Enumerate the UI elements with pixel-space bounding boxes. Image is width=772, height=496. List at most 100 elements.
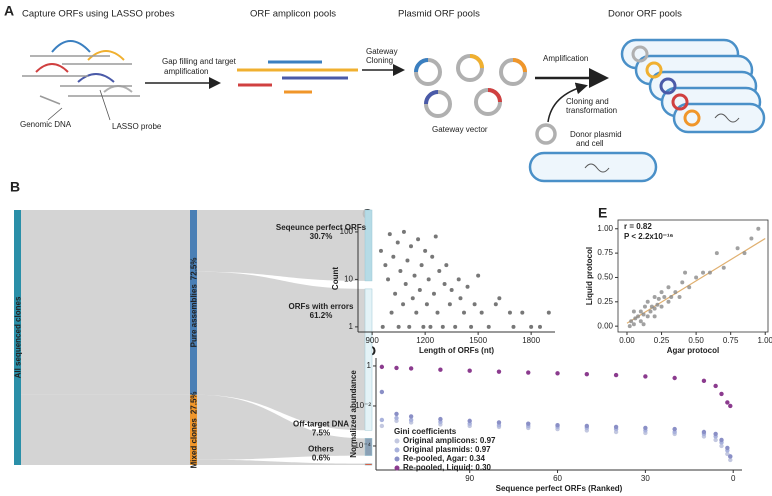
point: [476, 273, 481, 278]
point: [701, 429, 707, 435]
y-tick-label: 10⁻⁴: [354, 441, 371, 450]
y-tick-label: 0.25: [597, 297, 613, 306]
point: [721, 265, 726, 270]
point: [613, 424, 619, 430]
point: [379, 423, 385, 429]
point: [394, 415, 399, 421]
point: [389, 310, 394, 315]
point: [649, 304, 654, 309]
point: [537, 324, 542, 329]
point: [638, 309, 643, 314]
node-name: All sequenced clones: [14, 296, 23, 378]
point: [444, 263, 449, 268]
point: [416, 237, 421, 242]
point: [725, 400, 730, 405]
point: [407, 324, 412, 329]
point: [380, 324, 385, 329]
point: [669, 294, 674, 299]
point: [672, 375, 677, 381]
legend-swatch: [394, 456, 400, 462]
annotation: Donor plasmid: [570, 130, 622, 139]
point: [465, 284, 470, 289]
point: [584, 423, 590, 429]
point: [479, 310, 484, 315]
point: [662, 294, 667, 299]
legend-swatch: [394, 465, 400, 471]
arrow-label: amplification: [164, 67, 208, 76]
x-tick-label: 90: [465, 474, 474, 483]
point: [643, 374, 648, 379]
point: [401, 229, 406, 234]
point: [713, 437, 718, 443]
legend-swatch: [394, 447, 400, 453]
point: [655, 302, 660, 307]
point: [713, 431, 718, 437]
node-value: 0.6%: [312, 454, 330, 463]
point: [694, 275, 699, 280]
point: [719, 391, 724, 397]
point: [728, 454, 733, 459]
point: [526, 421, 531, 426]
point: [728, 403, 733, 409]
x-tick-label: 30: [641, 474, 650, 483]
point: [659, 304, 664, 309]
probes: [22, 40, 140, 121]
point: [442, 282, 447, 287]
point: [467, 418, 472, 424]
node: [364, 288, 373, 431]
point: [652, 294, 657, 299]
point: [398, 269, 403, 274]
x-tick-label: 0.00: [619, 336, 635, 345]
point: [438, 416, 443, 422]
cell-dna: [584, 163, 610, 173]
y-tick-label: 1: [367, 361, 372, 370]
x-tick-label: 1800: [522, 336, 540, 345]
point: [378, 248, 383, 253]
point: [641, 312, 646, 317]
point: [511, 324, 516, 329]
x-tick-label: 0.75: [723, 336, 739, 345]
point: [486, 324, 491, 329]
legend-label: Re-pooled, Liquid: 0.30: [403, 463, 492, 472]
point: [680, 280, 685, 285]
point: [666, 285, 671, 290]
point: [631, 322, 636, 327]
legend-label: Original amplicons: 0.97: [403, 436, 496, 445]
donor-plasmids: [631, 45, 740, 127]
point: [719, 443, 724, 449]
x-tick-label: 900: [365, 336, 379, 345]
y-axis-label: Liquid protocol: [585, 247, 594, 305]
point: [673, 290, 678, 295]
node-label: Others: [308, 445, 334, 454]
point: [437, 269, 442, 274]
arrow-label: Amplification: [543, 54, 588, 63]
point: [629, 319, 634, 324]
plot-frame: [617, 219, 769, 333]
point: [713, 383, 718, 389]
point: [645, 299, 650, 304]
point: [430, 254, 435, 259]
annotation: P < 2.2x10⁻¹⁶: [624, 232, 674, 241]
arrow-label: Cloning and: [566, 97, 609, 106]
node-label: All sequenced clones: [14, 296, 23, 378]
point: [672, 426, 677, 432]
point: [677, 294, 682, 299]
node-value: 72.5%: [190, 258, 199, 281]
node-value: 30.7%: [310, 232, 333, 241]
x-tick-label: 0: [731, 474, 736, 483]
node: [364, 209, 373, 282]
y-tick-label: 1.00: [597, 224, 613, 233]
y-axis-label: Count: [331, 267, 340, 290]
y-axis-label: Normalized abundance: [349, 370, 358, 458]
point: [447, 302, 452, 307]
point: [403, 282, 408, 287]
point: [645, 314, 650, 319]
donor-plasmid: [535, 123, 557, 145]
panel-label: A: [4, 3, 14, 19]
point: [648, 309, 653, 314]
point: [728, 457, 733, 463]
point: [725, 445, 730, 451]
legend-title: Gini coefficients: [394, 427, 457, 436]
point: [496, 369, 502, 374]
annotation: r = 0.82: [624, 222, 652, 231]
